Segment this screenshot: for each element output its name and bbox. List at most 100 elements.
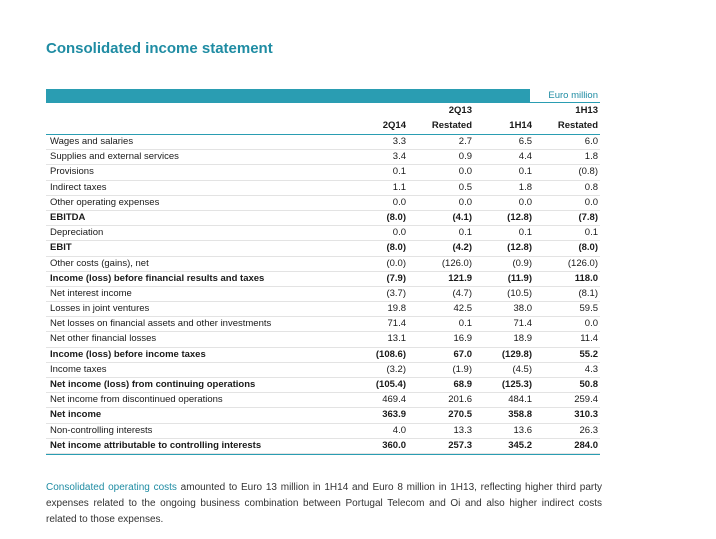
page-title: Consolidated income statement <box>46 40 273 57</box>
row-value: (3.7) <box>386 287 406 299</box>
table-row: Depreciation 0.0 0.1 0.1 0.1 <box>46 226 600 242</box>
table-row: Net income attributable to controlling i… <box>46 439 600 454</box>
row-value: 0.8 <box>584 181 598 193</box>
column-header-1h13-restated: Restated <box>557 120 598 131</box>
row-value: (8.0) <box>578 242 598 254</box>
row-value: (12.8) <box>507 211 532 223</box>
row-value: (108.6) <box>375 348 406 360</box>
commentary-lead: Consolidated operating costs <box>46 482 177 493</box>
row-label: Net income from discontinued operations <box>50 394 223 406</box>
table-row: Wages and salaries 3.3 2.7 6.5 6.0 <box>46 135 600 151</box>
row-value: 363.9 <box>382 409 406 421</box>
row-value: 0.1 <box>518 227 532 239</box>
row-value: (129.8) <box>501 348 532 360</box>
commentary-text: amounted to Euro 13 million in 1H14 and … <box>46 482 602 525</box>
row-value: 0.0 <box>392 227 406 239</box>
row-value: 3.3 <box>392 136 406 147</box>
row-value: 2.7 <box>458 136 472 147</box>
column-header-2q13-year: 2Q13 <box>448 105 472 116</box>
row-value: 13.1 <box>387 333 407 345</box>
row-value: (8.0) <box>386 211 406 223</box>
table-row: Income (loss) before financial results a… <box>46 272 600 287</box>
row-value: (7.9) <box>386 272 406 284</box>
row-value: 1.8 <box>584 151 598 163</box>
row-label: Indirect taxes <box>50 181 107 193</box>
row-value: (8.1) <box>578 287 598 299</box>
row-value: 38.0 <box>513 303 533 315</box>
table-row: Supplies and external services 3.4 0.9 4.4 1… <box>46 150 600 166</box>
row-value: (126.0) <box>567 257 598 269</box>
row-value: (126.0) <box>441 257 472 269</box>
row-value: 13.3 <box>453 424 473 436</box>
row-value: (8.0) <box>386 242 406 254</box>
table-body: Wages and salaries 3.3 2.7 6.5 6.0 Supplies a… <box>46 134 600 455</box>
row-value: 345.2 <box>508 439 532 451</box>
row-value: 0.1 <box>458 227 472 239</box>
row-value: (105.4) <box>375 379 406 390</box>
row-label: Net income attributable to controlling i… <box>50 439 262 451</box>
row-value: 270.5 <box>448 409 472 421</box>
row-label: Other operating expenses <box>50 196 160 208</box>
table-row: Net losses on financial assets and other… <box>46 317 600 333</box>
row-value: (10.5) <box>507 287 532 299</box>
row-value: 4.3 <box>584 363 598 375</box>
row-label: EBITDA <box>50 211 86 223</box>
row-value: 0.5 <box>458 181 472 193</box>
row-label: Supplies and external services <box>50 151 179 163</box>
table-row: Indirect taxes 1.1 0.5 1.8 0.8 <box>46 181 600 196</box>
commentary-paragraph: Consolidated operating costs amounted to… <box>46 480 602 528</box>
row-value: 257.3 <box>448 439 472 451</box>
table-bottom-rule <box>46 453 600 455</box>
row-label: Other costs (gains), net <box>50 257 149 269</box>
row-label: Losses in joint ventures <box>50 303 150 315</box>
row-value: 0.0 <box>458 166 472 178</box>
row-value: 118.0 <box>574 272 598 284</box>
table-row: Net income from discontinued operations 4… <box>46 393 600 409</box>
row-value: 360.0 <box>382 439 406 451</box>
row-value: (12.8) <box>507 242 532 254</box>
table-row: Provisions 0.1 0.0 0.1 (0.8) <box>46 165 600 181</box>
table-row: Net interest income (3.7) (4.7) (10.5) (8.1) <box>46 287 600 303</box>
row-label: Net losses on financial assets and other… <box>50 318 272 330</box>
row-value: 67.0 <box>453 348 473 360</box>
table-row: Income (loss) before income taxes (108.6)… <box>46 348 600 363</box>
row-value: 469.4 <box>382 394 406 406</box>
table-row: Losses in joint ventures 19.8 42.5 38.0 59.5 <box>46 302 600 318</box>
row-value: 42.5 <box>453 303 473 315</box>
row-label: Income taxes <box>50 363 107 375</box>
row-label: Provisions <box>50 166 94 178</box>
row-value: 13.6 <box>513 424 533 436</box>
table-row: Other costs (gains), net (0.0) (126.0) (0.9… <box>46 257 600 272</box>
row-label: Depreciation <box>50 227 104 239</box>
row-label: Net other financial losses <box>50 333 157 345</box>
unit-label: Euro million <box>548 90 598 101</box>
row-value: 16.9 <box>453 333 473 345</box>
row-value: 18.9 <box>513 333 533 345</box>
column-header-2q14: 2Q14 <box>382 120 406 131</box>
row-value: 201.6 <box>448 394 472 406</box>
row-value: 4.4 <box>518 151 532 163</box>
table-row: Income taxes (3.2) (1.9) (4.5) 4.3 <box>46 363 600 378</box>
row-value: 1.8 <box>518 181 532 193</box>
row-label: Wages and salaries <box>50 136 134 147</box>
row-value: 4.0 <box>392 424 406 436</box>
row-value: 0.0 <box>458 196 472 208</box>
table-row: Non-controlling interests 4.0 13.3 13.6 26.3 <box>46 424 600 439</box>
row-value: 0.0 <box>392 196 406 208</box>
row-value: 310.3 <box>574 409 598 421</box>
row-label: Net income <box>50 409 102 421</box>
row-value: 55.2 <box>579 348 599 360</box>
column-header-1h14: 1H14 <box>509 120 532 131</box>
row-label: Net interest income <box>50 287 132 299</box>
row-value: (1.9) <box>452 363 472 375</box>
row-value: 284.0 <box>574 439 598 451</box>
row-value: (3.2) <box>386 363 406 375</box>
row-label: Income (loss) before financial results a… <box>50 272 265 284</box>
row-value: 0.9 <box>458 151 472 163</box>
row-value: 0.0 <box>518 196 532 208</box>
row-value: 0.1 <box>392 166 406 178</box>
row-value: 50.8 <box>579 379 599 390</box>
row-value: 59.5 <box>579 303 599 315</box>
row-value: (4.5) <box>512 363 532 375</box>
row-value: 0.0 <box>584 318 598 330</box>
